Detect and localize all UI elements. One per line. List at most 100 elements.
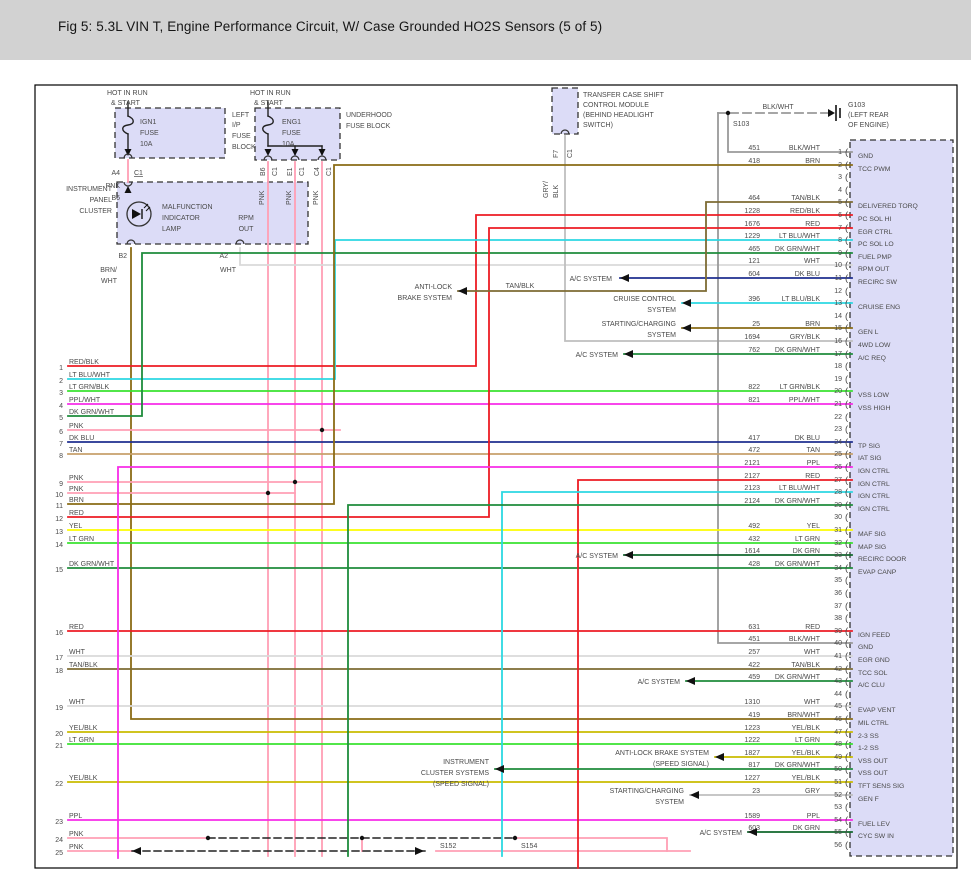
- diagram-label: IGN1: [140, 119, 156, 126]
- wires-layer: [67, 101, 853, 869]
- wire-arrow-d: [291, 149, 299, 156]
- diagram-label: C1: [272, 167, 279, 176]
- wire-number: 464: [748, 195, 760, 202]
- wire-color: TAN: [807, 447, 820, 454]
- ground-symbol-arrow: [828, 109, 835, 117]
- pin-number: 48: [834, 741, 842, 748]
- pin-bracket: (: [845, 752, 849, 763]
- wire-arrow-l: [624, 551, 633, 559]
- wire-color: RED: [805, 221, 820, 228]
- diagram-label: 10A: [140, 141, 153, 148]
- pin-number: 21: [834, 401, 842, 408]
- diagram-label: RPM: [238, 215, 254, 222]
- wire-number: 2127: [744, 473, 760, 480]
- pin-bracket: (: [845, 676, 849, 687]
- wire-brn: [130, 247, 853, 720]
- left-row-number: 17: [55, 655, 63, 662]
- pin-number: 24: [834, 439, 842, 446]
- wire-number: 1589: [744, 813, 760, 820]
- pin-bracket: (: [845, 273, 849, 284]
- splice-dot: [359, 835, 365, 841]
- pin-number: 15: [834, 325, 842, 332]
- wire-color: RED: [805, 624, 820, 631]
- pin-number: 50: [834, 766, 842, 773]
- left-row-color-label: YEL/BLK: [69, 725, 98, 732]
- pin-number: 43: [834, 678, 842, 685]
- diagram-label: C1: [299, 167, 306, 176]
- pin-number: 7: [838, 225, 842, 232]
- diagram-label: ANTI-LOCK BRAKE SYSTEM: [615, 750, 709, 757]
- pin-number: 19: [834, 376, 842, 383]
- wire-number: 1614: [744, 548, 760, 555]
- wire-number: 451: [748, 145, 760, 152]
- left-row-color-label: RED: [69, 624, 84, 631]
- left-row-color-label: PNK: [69, 844, 84, 851]
- wire-arrow-d: [124, 149, 132, 156]
- diagram-label: INDICATOR: [162, 215, 200, 222]
- pin-number: 4: [838, 187, 842, 194]
- pin-bracket: (: [845, 613, 849, 624]
- diagram-label: E1: [287, 167, 294, 176]
- diagram-label: (SPEED SIGNAL): [433, 781, 489, 788]
- pin-bracket: (: [845, 412, 849, 423]
- pin-bracket: (: [845, 487, 849, 498]
- wire-number: 419: [748, 712, 760, 719]
- wire-cyn: [67, 239, 853, 380]
- pin-name: IGN CTRL: [858, 481, 890, 488]
- fuse-element-symbol: [262, 115, 274, 135]
- pin-name: PC SOL HI: [858, 216, 891, 223]
- pin-name: TCC PWM: [858, 166, 891, 173]
- pin-name: IGN CTRL: [858, 506, 890, 513]
- pin-number: 54: [834, 817, 842, 824]
- wire-color: WHT: [804, 699, 821, 706]
- wire-color: TAN/BLK: [791, 195, 820, 202]
- diagram-label: GRY/: [543, 181, 550, 198]
- pin-number: 41: [834, 653, 842, 660]
- pin-name: TFT SENS SIG: [858, 783, 904, 790]
- diagram-label: A/C SYSTEM: [576, 352, 619, 359]
- diagram-label: FUSE: [140, 130, 159, 137]
- pin-arc: [263, 155, 273, 161]
- wire-arrow-l: [748, 828, 757, 836]
- left-row-number: 18: [55, 668, 63, 675]
- wire-number: 817: [748, 762, 760, 769]
- wire-color: YEL/BLK: [792, 775, 821, 782]
- diagram-label: A4: [111, 170, 120, 177]
- diagram-label: PNK: [313, 190, 320, 205]
- wire-brn: [67, 164, 853, 505]
- diagram-label: STARTING/CHARGING: [610, 788, 684, 795]
- pin-number: 2: [838, 162, 842, 169]
- wire-color: YEL: [807, 523, 820, 530]
- diagram-label: A/C SYSTEM: [576, 553, 619, 560]
- splice-dot: [265, 490, 271, 496]
- left-row-color-label: RED/BLK: [69, 359, 99, 366]
- pin-bracket: (: [845, 575, 849, 586]
- wire-number: 1229: [744, 233, 760, 240]
- pin-bracket: (: [845, 197, 849, 208]
- diagram-label: STARTING/CHARGING: [602, 321, 676, 328]
- diagram-label: C1: [567, 149, 574, 158]
- diagram-label: S152: [440, 843, 456, 850]
- pin-arc: [126, 239, 136, 245]
- diagram-label: SYSTEM: [655, 799, 684, 806]
- pin-name: CYC SW IN: [858, 833, 894, 840]
- splice-dot: [725, 110, 731, 116]
- pin-name: TCC SOL: [858, 670, 888, 677]
- wire-color: TAN/BLK: [791, 662, 820, 669]
- left-row-number: 12: [55, 516, 63, 523]
- pin-number: 20: [834, 388, 842, 395]
- left-row-color-label: RED: [69, 510, 84, 517]
- pin-bracket: (: [845, 840, 849, 851]
- pin-bracket: (: [845, 235, 849, 246]
- wire-cyn: [501, 491, 853, 857]
- diagram-label: ANTI-LOCK: [415, 284, 453, 291]
- left-row-number: 5: [59, 415, 63, 422]
- diagram-label: PANEL: [90, 197, 113, 204]
- left-row-number: 16: [55, 630, 63, 637]
- pin-bracket: (: [845, 588, 849, 599]
- pin-number: 8: [838, 237, 842, 244]
- pin-bracket: (: [845, 475, 849, 486]
- pin-name: DELIVERED TORQ: [858, 203, 918, 210]
- diagram-label: A/C SYSTEM: [570, 276, 613, 283]
